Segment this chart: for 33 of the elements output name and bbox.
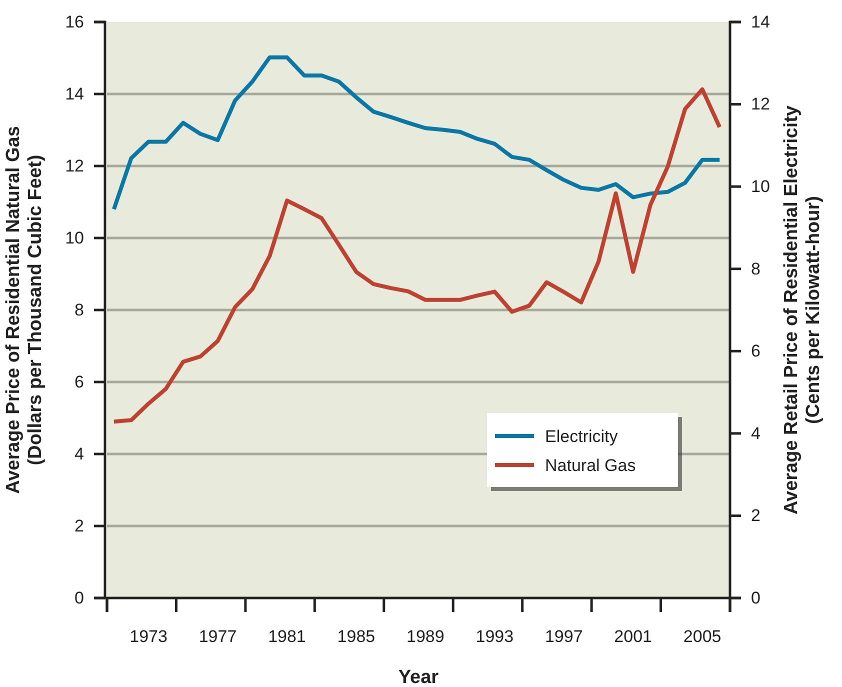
y-tick-label: 2	[74, 516, 84, 536]
y-tick-label: 10	[65, 228, 84, 248]
x-tick-label: 2005	[683, 627, 722, 646]
y2-tick-label: 8	[751, 259, 760, 278]
y2-tick-label: 12	[751, 94, 770, 114]
x-tick-label: 1985	[337, 627, 376, 646]
y2-tick-label: 2	[751, 506, 760, 526]
x-tick-label: 1993	[476, 627, 514, 646]
x-tick-label: 1997	[544, 627, 583, 646]
y-axis-title: Average Price of Residential Natural Gas (Dollars per Thousand Cubic Feet)	[3, 126, 46, 494]
y2-tick-label: 6	[751, 342, 760, 361]
y-tick-label: 0	[74, 588, 84, 608]
line-series	[112, 55, 722, 212]
y-tick-label: 14	[65, 84, 84, 104]
y2-tick-label: 14	[751, 12, 770, 32]
y-tick-label: 4	[74, 444, 84, 464]
x-axis-title: Year	[398, 667, 440, 687]
y2-tick-label: 0	[751, 588, 760, 608]
y-tick-label: 6	[74, 372, 84, 392]
y-tick-label: 12	[65, 156, 84, 176]
x-tick-label: 1977	[198, 627, 237, 646]
y2-tick-label: 4	[751, 424, 760, 443]
legend-label: Electricity	[545, 426, 618, 446]
line-series	[112, 87, 722, 424]
x-tick-label: 2001	[614, 627, 652, 646]
y-tick-label: 8	[74, 300, 84, 320]
y2-axis-title: Average Retail Price of Residential Electricity (Cents per Kilowatt-hour)	[781, 105, 824, 515]
x-tick-label: 1989	[406, 627, 444, 646]
legend-label: Natural Gas	[545, 456, 636, 475]
y-tick-label: 16	[65, 12, 84, 32]
x-tick-label: 1973	[130, 627, 168, 646]
x-tick-label: 1981	[268, 627, 306, 646]
y2-tick-label: 10	[751, 177, 770, 196]
